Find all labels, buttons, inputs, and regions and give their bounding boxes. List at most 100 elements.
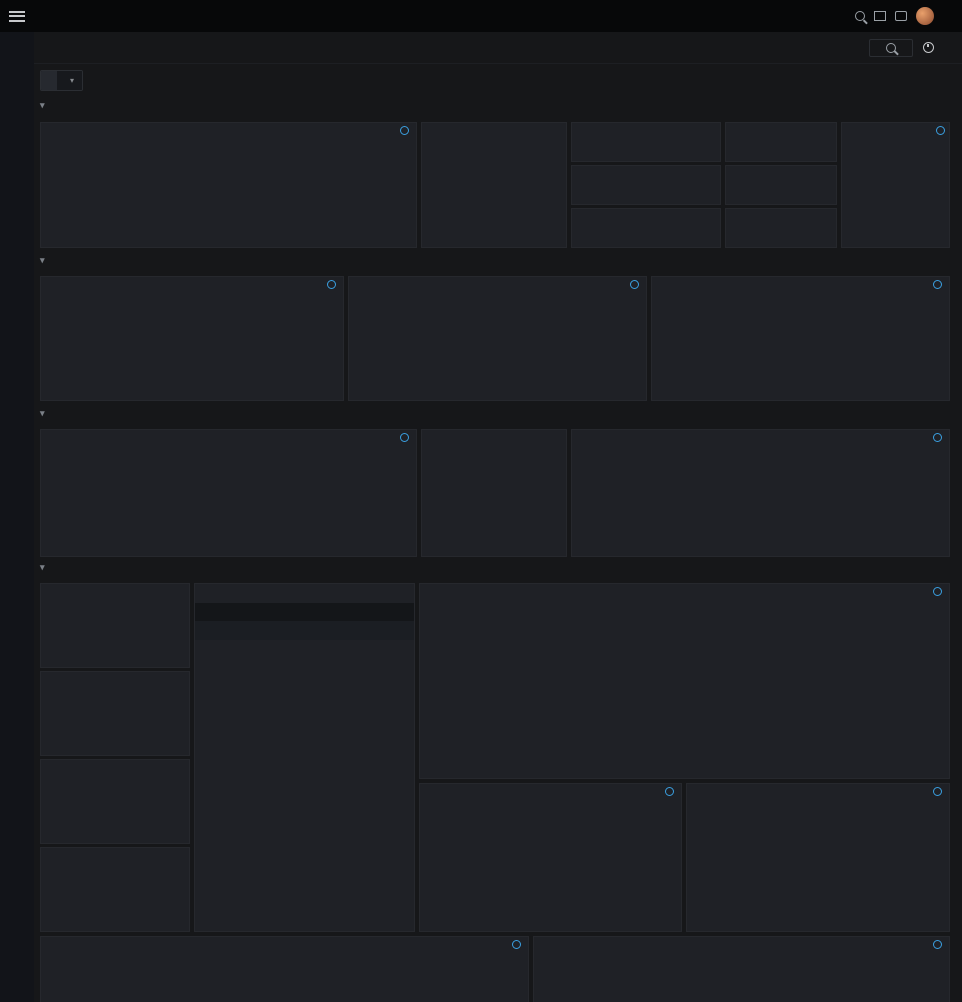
panel-title[interactable] (41, 848, 189, 851)
x-axis (456, 903, 681, 917)
legend (813, 603, 949, 776)
fullscreen-icon[interactable] (874, 11, 886, 21)
time-override-badge[interactable] (400, 433, 412, 442)
panel-average-daily-cost (725, 208, 837, 248)
panel-title[interactable] (842, 123, 949, 142)
y-axis-right (944, 142, 949, 245)
y-axis (687, 803, 723, 917)
panel-title[interactable] (726, 123, 836, 126)
time-override-badge[interactable] (665, 787, 677, 796)
user-avatar[interactable] (916, 7, 934, 25)
panel-title[interactable] (422, 430, 566, 449)
panel-title[interactable] (41, 937, 528, 956)
tv-mode-icon[interactable] (895, 11, 907, 21)
variable-value-dropdown[interactable]: ▾ (57, 70, 83, 90)
panel-title[interactable] (41, 672, 189, 675)
time-override-badge[interactable] (933, 433, 945, 442)
legend (357, 376, 640, 398)
ups-load-graph[interactable] (71, 142, 411, 206)
top-navbar (0, 0, 962, 32)
panel-drive-temperatures (419, 583, 950, 779)
template-variables: ▾ (34, 63, 962, 97)
y-axis (420, 803, 456, 917)
panel-estimated-yearly-cost (725, 165, 837, 205)
clock-icon (923, 42, 934, 53)
panel-title[interactable] (572, 430, 949, 449)
x-axis (71, 206, 411, 220)
cpu1-graph[interactable] (71, 296, 343, 348)
variable-label (41, 70, 57, 90)
load-vs-time-bars[interactable] (868, 142, 944, 231)
time-override-badge[interactable] (933, 940, 945, 949)
time-override-badge[interactable] (400, 126, 412, 135)
search-icon[interactable] (855, 11, 865, 21)
y-axis (349, 296, 379, 362)
panel-title[interactable] (534, 937, 949, 956)
panel-title[interactable] (726, 166, 836, 169)
time-override-badge[interactable] (327, 280, 339, 289)
panel-title[interactable] (726, 209, 836, 212)
panel-title[interactable] (572, 209, 720, 212)
time-override-badge[interactable] (933, 787, 945, 796)
panel-cache-write (686, 783, 950, 932)
legend (406, 956, 528, 1002)
panel-title[interactable] (420, 784, 681, 803)
memory-graph[interactable] (602, 449, 823, 540)
panel-title[interactable] (41, 277, 343, 296)
x-axis (450, 762, 813, 776)
panel-title[interactable] (652, 277, 949, 296)
panel-title[interactable] (572, 123, 720, 126)
y-axis (842, 142, 868, 245)
panel-title[interactable] (420, 584, 949, 603)
menu-icon[interactable] (9, 10, 25, 22)
time-override-badge[interactable] (933, 587, 945, 596)
y-axis (652, 296, 682, 362)
time-override-badge[interactable] (936, 126, 945, 135)
cpu2-graph[interactable] (682, 296, 949, 348)
legend (823, 449, 949, 554)
network-graph[interactable] (79, 449, 416, 504)
legend (49, 532, 410, 554)
panel-title[interactable] (41, 584, 189, 587)
battery-gauge (422, 142, 566, 245)
row-header-cpu[interactable]: ▾ (40, 255, 45, 265)
panel-title[interactable] (41, 430, 416, 449)
row-header-ups[interactable]: ▾ (40, 100, 45, 110)
time-override-badge[interactable] (512, 940, 524, 949)
sparkline (41, 811, 189, 843)
cache-write-graph[interactable] (723, 803, 949, 903)
row-header-disks[interactable]: ▾ (40, 562, 45, 572)
panel-growth-week (40, 671, 190, 756)
cpu-package-graph[interactable] (379, 296, 646, 348)
sparkline (41, 635, 189, 667)
panel-title[interactable] (349, 277, 646, 296)
panel-title[interactable] (572, 166, 720, 169)
panel-title[interactable] (195, 584, 414, 603)
panel-uptime (421, 429, 567, 557)
legend (689, 916, 949, 931)
x-axis (71, 348, 343, 362)
cache-read-graph[interactable] (456, 803, 681, 903)
time-picker[interactable] (923, 42, 944, 53)
panel-ups-load-vs-time (841, 122, 950, 248)
panel-title[interactable] (41, 760, 189, 763)
panel-network (40, 429, 417, 557)
row-header-netmem[interactable]: ▾ (40, 408, 45, 418)
zoom-out-icon[interactable] (886, 42, 896, 53)
panel-title[interactable] (687, 784, 949, 803)
app-sidebar (0, 32, 34, 1002)
time-override-badge[interactable] (630, 280, 642, 289)
y-axis (534, 956, 574, 1002)
panel-title[interactable] (422, 123, 566, 142)
array-write-graph[interactable] (574, 956, 827, 1002)
time-override-badge[interactable] (933, 280, 945, 289)
array-read-graph[interactable] (77, 956, 406, 1002)
panel-cpu1 (40, 276, 344, 401)
x-axis (723, 903, 949, 917)
temperatures-graph[interactable] (450, 603, 813, 762)
stat-value (422, 449, 566, 477)
panel-title[interactable] (41, 123, 416, 142)
panel-ups-runtime (571, 122, 721, 162)
y-axis (41, 956, 77, 1002)
